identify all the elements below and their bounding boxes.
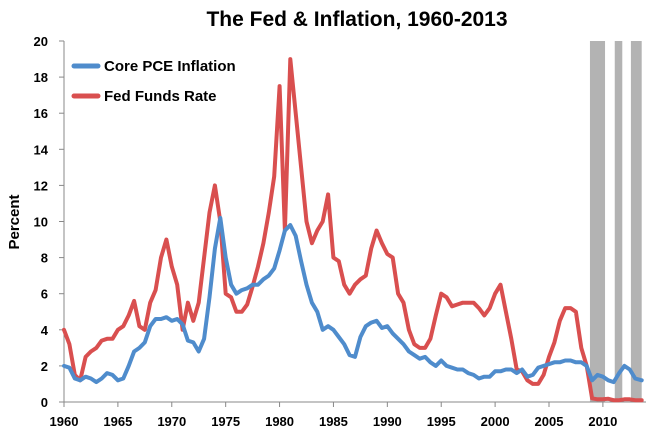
x-tick-label: 1960 bbox=[50, 414, 79, 429]
y-ticks: 0 2 4 6 8 10 12 14 16 18 20 bbox=[34, 34, 64, 410]
series-line-core-pce-inflation bbox=[62, 215, 644, 385]
x-tick-label: 2000 bbox=[481, 414, 510, 429]
series-line-fed-funds-rate bbox=[62, 57, 644, 403]
shaded-period-0 bbox=[589, 41, 606, 402]
legend-label-core-pce: Core PCE Inflation bbox=[104, 58, 236, 75]
y-tick-label: 0 bbox=[41, 395, 48, 410]
y-tick-label: 4 bbox=[41, 323, 49, 338]
shaded-periods bbox=[589, 41, 642, 402]
x-tick-label: 1985 bbox=[319, 414, 348, 429]
y-tick-label: 14 bbox=[34, 142, 49, 157]
series-lines bbox=[62, 57, 644, 403]
y-tick-label: 6 bbox=[41, 287, 48, 302]
legend-label-fed-funds: Fed Funds Rate bbox=[104, 88, 217, 105]
x-ticks: 1960 1965 1970 1975 1980 1985 1990 1995 2000 2005… bbox=[50, 402, 617, 429]
y-tick-label: 12 bbox=[34, 178, 48, 193]
y-axis-label: Percent bbox=[6, 194, 23, 249]
x-tick-label: 1970 bbox=[157, 414, 186, 429]
shaded-period-2 bbox=[630, 41, 642, 402]
y-tick-label: 18 bbox=[34, 70, 48, 85]
chart-title: The Fed & Inflation, 1960-2013 bbox=[206, 8, 507, 31]
shaded-period-1 bbox=[614, 41, 623, 402]
y-tick-label: 8 bbox=[41, 251, 48, 266]
x-tick-label: 1965 bbox=[103, 414, 132, 429]
x-tick-label: 1995 bbox=[427, 414, 456, 429]
y-tick-label: 16 bbox=[34, 106, 48, 121]
y-tick-label: 2 bbox=[41, 359, 48, 374]
x-tick-label: 1990 bbox=[373, 414, 402, 429]
y-tick-label: 10 bbox=[34, 215, 48, 230]
x-tick-label: 2005 bbox=[535, 414, 564, 429]
legend: Core PCE Inflation Fed Funds Rate bbox=[71, 58, 236, 105]
x-tick-label: 1980 bbox=[265, 414, 294, 429]
x-tick-label: 2010 bbox=[588, 414, 617, 429]
y-tick-label: 20 bbox=[34, 34, 48, 49]
x-tick-label: 1975 bbox=[211, 414, 240, 429]
